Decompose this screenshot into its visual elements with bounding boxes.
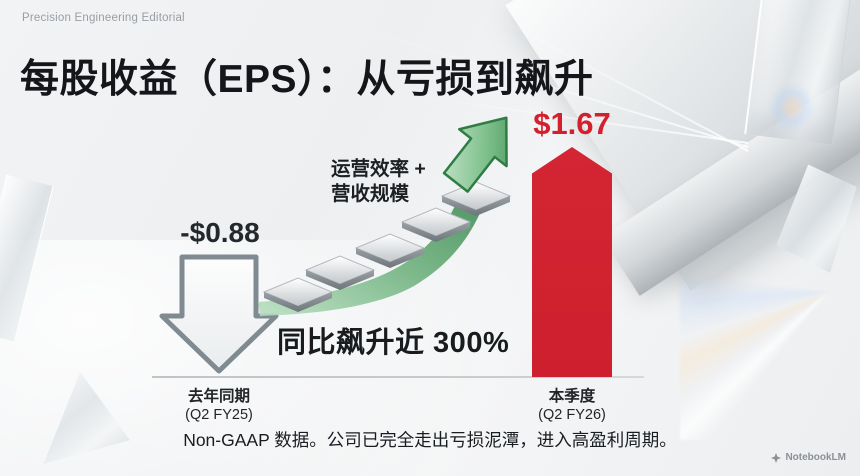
tick-period: (Q2 FY26) [538,407,606,423]
positive-value-label: $1.67 [533,106,611,141]
tick-label: 去年同期 [187,388,250,405]
tick-label: 本季度 [548,388,596,405]
page-title: 每股收益（EPS）：从亏损到飙升 [20,58,594,101]
notebooklm-watermark: NotebookLM [771,452,846,463]
x-axis-tick-current: 本季度 (Q2 FY26) [503,384,641,423]
footnote-caption: Non-GAAP 数据。公司已完全走出亏损泥潭，进入高盈利周期。 [183,430,677,450]
chart-baseline [152,376,644,378]
decor-rainbow-refraction [768,84,816,130]
tick-period: (Q2 FY25) [185,407,253,423]
negative-value-label: -$0.88 [180,217,260,248]
notebooklm-logo-icon [771,452,782,463]
eyebrow-label: Precision Engineering Editorial [22,12,185,24]
loss-down-arrow-icon [159,254,279,374]
growth-annotation: 同比飙升近 300% [277,327,510,359]
growth-steps-arrow-graphic [258,116,511,316]
driver-annotation-line1: 运营效率 + [331,158,426,180]
x-axis-tick-previous: 去年同期 (Q2 FY25) [150,384,288,423]
current-quarter-bar [532,147,612,377]
decor-light-caustic [680,250,860,440]
driver-annotation: 运营效率 + 营收规模 [331,157,426,208]
growth-arrow-head [442,116,508,193]
watermark-text: NotebookLM [785,452,846,463]
driver-annotation-line2: 营收规模 [331,183,410,206]
